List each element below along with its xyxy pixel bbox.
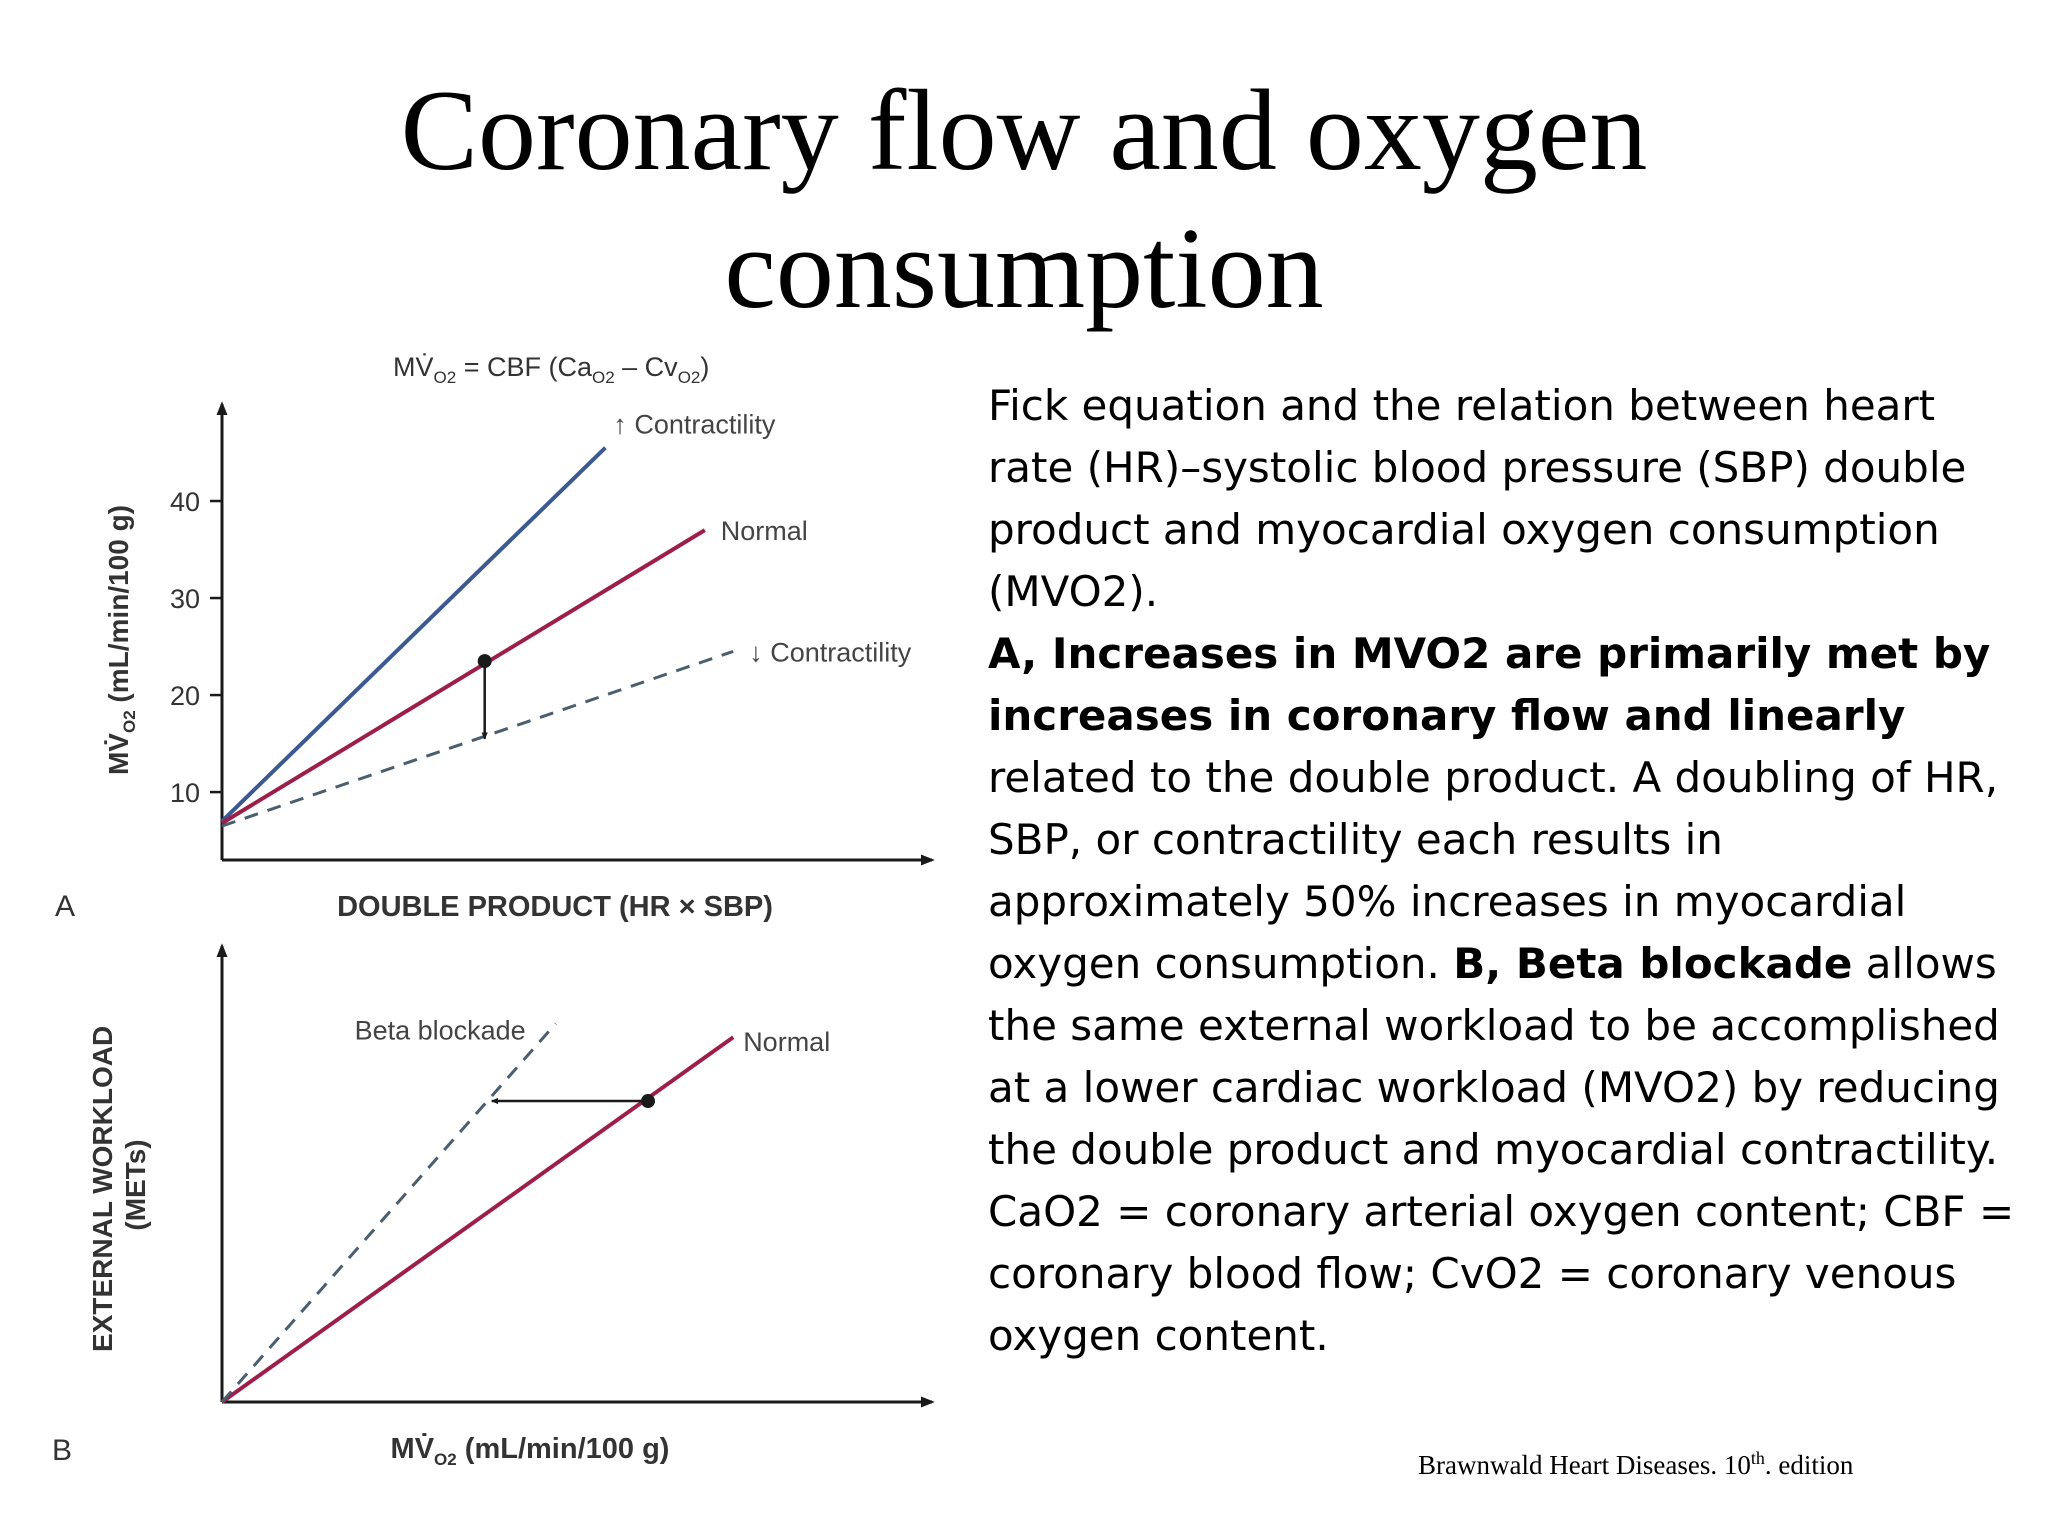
desc-paragraph-2: A, Increases in MVO2 are primarily met b… [988,623,2028,1181]
panel-a-ytick-label-40: 40 [170,487,200,517]
b-xlabel-rest: (mL/min/100 g) [457,1433,670,1465]
description-text: Fick equation and the relation between h… [988,375,2028,1367]
series-increased-contractility-line [220,446,607,823]
citation: Brawnwald Heart Diseases. 10th. edition [1418,1448,1853,1481]
panel-b: EXTERNAL WORKLOAD (METs) MV̇O2 (mL/min/1… [52,943,935,1469]
citation-text: Brawnwald Heart Diseases. 10 [1418,1450,1751,1480]
b-xlabel-sub: O2 [434,1450,457,1469]
b-ylabel-line2: (METs) [120,1139,151,1230]
panel-a-y-ticks: 10 20 30 40 [170,487,222,808]
a-ylabel-rest: (mL/min/100 g) [103,505,134,710]
panel-a-ytick-label-30: 30 [170,584,200,614]
panel-a-ytick-label-20: 20 [170,681,200,711]
a-ylabel-main: MV̇ [103,733,134,775]
series-beta-blockade-line [220,1022,557,1403]
eq-minus: – Cv [615,352,679,382]
series-decreased-contractility-label: ↓ Contractility [749,637,912,667]
series-decreased-contractility-line [221,649,734,828]
series-normal-label: Normal [721,516,808,546]
panel-a-xlabel: DOUBLE PRODUCT (HR × SBP) [337,891,773,923]
panel-a-ytick-label-10: 10 [170,778,200,808]
eq-lhs-sub: O2 [434,368,457,387]
slide-title: Coronary flow and oxygen consumption [0,62,2048,338]
desc-bold-b: B, Beta blockade [1453,939,1853,988]
b-xlabel-main: MV̇ [391,1433,435,1465]
title-line-1: Coronary flow and oxygen [400,67,1648,195]
series-beta-blockade-label: Beta blockade [355,1016,526,1046]
eq-mid: = CBF (Ca [456,352,593,382]
desc-text-a: related to the double product. A doublin… [988,753,1999,988]
eq-end-sub: O2 [678,368,701,387]
eq-lhs: MV̇ [393,352,434,382]
desc-bold-a: A, Increases in MVO2 are primarily met b… [988,629,1991,740]
desc-paragraph-3: CaO2 = coronary arterial oxygen content;… [988,1187,2015,1360]
b-ylabel-line1: EXTERNAL WORKLOAD [87,1026,118,1352]
citation-after: . edition [1764,1450,1854,1480]
panel-b-letter: B [52,1434,72,1467]
panel-b-ylabel: EXTERNAL WORKLOAD (METs) [87,1018,151,1352]
desc-text-b: allows the same external workload to be … [988,939,2000,1174]
series-normal-line-b [220,1035,735,1404]
desc-paragraph-1: Fick equation and the relation between h… [988,381,1967,616]
panel-b-xlabel: MV̇O2 (mL/min/100 g) [391,1433,670,1469]
eq-mid-sub: O2 [592,368,615,387]
series-increased-contractility-label: ↑ Contractility [613,410,776,440]
panel-a-ylabel: MV̇O2 (mL/min/100 g) [103,505,139,775]
title-line-2: consumption [724,205,1324,333]
citation-sup: th [1750,1448,1765,1468]
series-normal-line [220,528,706,825]
panel-a-letter: A [55,890,75,923]
series-normal-label-b: Normal [743,1027,830,1057]
a-ylabel-sub: O2 [120,710,139,733]
panel-a-equation: MV̇O2 = CBF (CaO2 – CvO2) [393,352,709,387]
eq-close: ) [700,352,709,382]
